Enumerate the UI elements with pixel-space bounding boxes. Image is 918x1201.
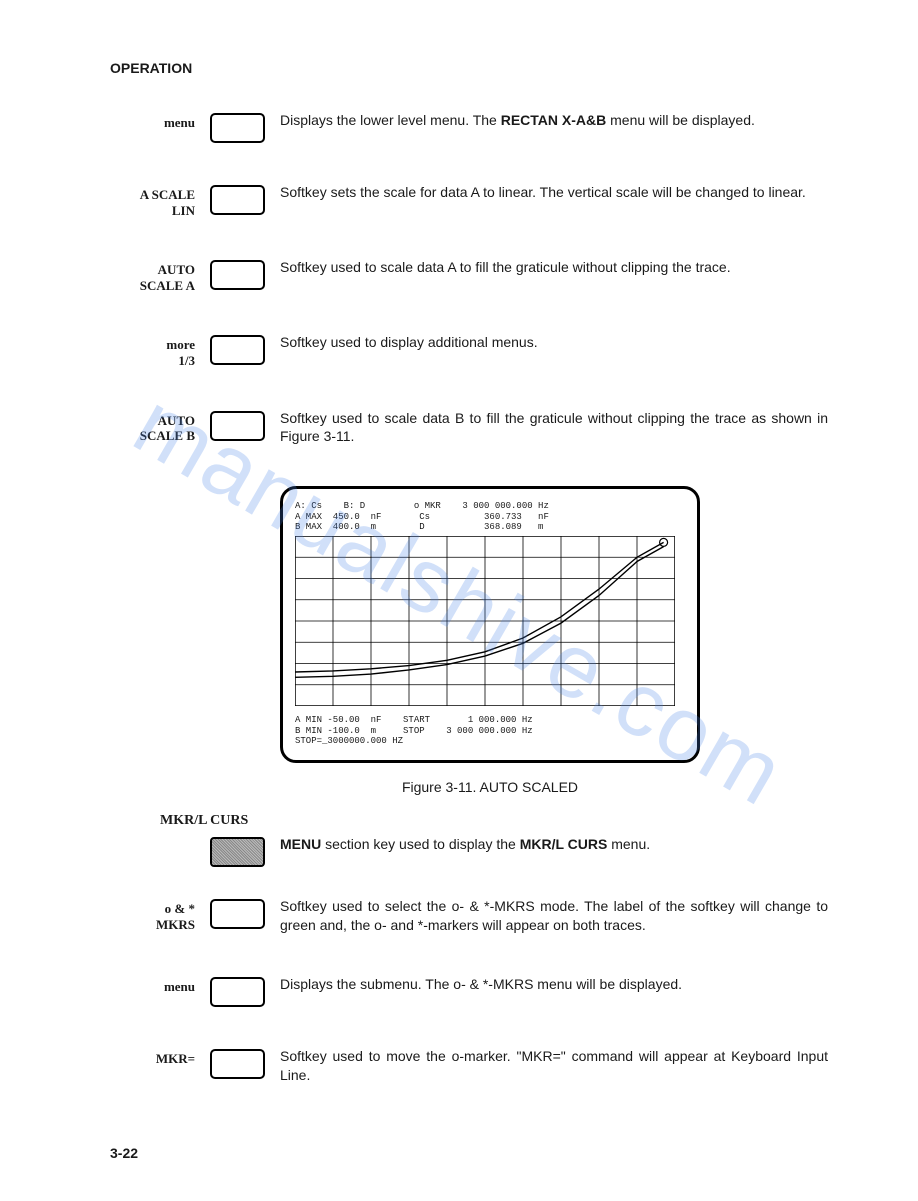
menu-key-row: MENU section key used to display the MKR… [110,835,858,867]
key-label: AUTO SCALE A [110,258,195,293]
softkey-icon [210,260,265,290]
figure-chart [295,536,675,706]
desc-text: section key used to display the [321,836,519,852]
key-label: more 1/3 [110,333,195,368]
key-label: menu [110,975,195,995]
softkey-row: A SCALE LIN Softkey sets the scale for d… [110,183,858,218]
key-description: Softkey used to scale data B to fill the… [280,409,858,447]
softkey-icon [210,411,265,441]
key-description: Softkey sets the scale for data A to lin… [280,183,858,202]
key-label-bottom: MKRS [110,917,195,933]
key-label-top: o & * [110,901,195,917]
figure-caption: Figure 3-11. AUTO SCALED [280,779,700,795]
key-label-bottom: LIN [110,203,195,219]
key-label-top: more [110,337,195,353]
desc-text: menu. [607,836,650,852]
key-label-bottom: 1/3 [110,353,195,369]
softkey-row: menu Displays the submenu. The o- & *-MK… [110,975,858,1007]
key-description: Softkey used to move the o-marker. "MKR=… [280,1047,858,1085]
softkey-icon [210,899,265,929]
softkey-icon [210,185,265,215]
key-description: Softkey used to scale data A to fill the… [280,258,858,277]
key-label-top: menu [110,115,195,131]
softkey-row: MKR= Softkey used to move the o-marker. … [110,1047,858,1085]
menu-key-icon [210,837,265,867]
softkey-row: AUTO SCALE A Softkey used to scale data … [110,258,858,293]
key-label: AUTO SCALE B [110,409,195,444]
desc-text: menu will be displayed. [606,112,755,128]
softkey-icon [210,977,265,1007]
key-label-top: MKR= [110,1051,195,1067]
key-description: Softkey used to display additional menus… [280,333,858,352]
key-label-bottom: SCALE A [110,278,195,294]
key-label-top: menu [110,979,195,995]
softkey-icon [210,113,265,143]
softkey-icon [210,335,265,365]
figure-container: A: Cs B: D o MKR 3 000 000.000 Hz A MAX … [280,486,700,795]
key-description: Displays the submenu. The o- & *-MKRS me… [280,975,858,994]
key-label-bottom: SCALE B [110,428,195,444]
softkey-row: AUTO SCALE B Softkey used to scale data … [110,409,858,447]
softkey-row: more 1/3 Softkey used to display additio… [110,333,858,368]
section-header: OPERATION [110,60,858,76]
page: manualshive.com OPERATION menu Displays … [0,0,918,1201]
desc-bold: MKR/L CURS [520,836,608,852]
key-label: o & * MKRS [110,897,195,932]
desc-bold: MENU [280,836,321,852]
key-label: menu [110,111,195,131]
key-description: MENU section key used to display the MKR… [280,835,858,854]
softkey-row: menu Displays the lower level menu. The … [110,111,858,143]
desc-text: Displays the lower level menu. The [280,112,501,128]
page-number: 3-22 [110,1145,858,1161]
key-label-top: AUTO [110,413,195,429]
figure-header-text: A: Cs B: D o MKR 3 000 000.000 Hz A MAX … [295,501,685,532]
key-description: Softkey used to select the o- & *-MKRS m… [280,897,858,935]
figure-footer-text: A MIN -50.00 nF START 1 000.000 Hz B MIN… [295,715,685,746]
key-label-top: A SCALE [110,187,195,203]
sub-section-header: MKR/L CURS [160,813,858,829]
figure-frame: A: Cs B: D o MKR 3 000 000.000 Hz A MAX … [280,486,700,763]
softkey-icon [210,1049,265,1079]
softkey-row: o & * MKRS Softkey used to select the o-… [110,897,858,935]
key-label: A SCALE LIN [110,183,195,218]
key-label-top: AUTO [110,262,195,278]
key-description: Displays the lower level menu. The RECTA… [280,111,858,130]
key-label: MKR= [110,1047,195,1067]
desc-bold: RECTAN X-A&B [501,112,607,128]
